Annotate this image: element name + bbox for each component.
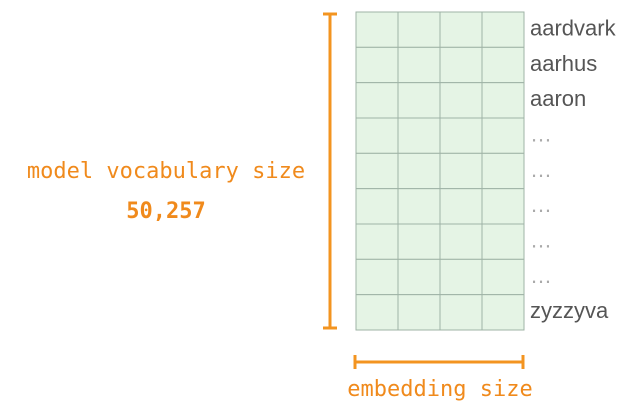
matrix-cell	[439, 188, 483, 225]
matrix-cell	[481, 152, 525, 190]
matrix-cell	[355, 117, 399, 154]
word: zyzzyva	[530, 298, 609, 323]
matrix-cell	[481, 46, 525, 84]
matrix-cell	[397, 294, 441, 331]
matrix-cell	[355, 46, 399, 84]
matrix-cell	[355, 152, 399, 190]
matrix-cell	[481, 294, 525, 331]
embedding-label: embedding size	[347, 377, 532, 402]
embedding-matrix	[355, 11, 525, 331]
matrix-cell	[481, 11, 525, 48]
word: …	[530, 227, 552, 252]
matrix-cell	[439, 11, 483, 48]
matrix-cell	[439, 82, 483, 119]
matrix-cell	[439, 223, 483, 260]
vocab-label: model vocabulary size	[27, 159, 305, 184]
matrix-cell	[481, 82, 525, 119]
matrix-cell	[355, 294, 399, 331]
matrix-cell	[397, 188, 441, 225]
matrix-cell	[355, 82, 399, 119]
matrix-cell	[397, 117, 441, 154]
matrix-cell	[481, 258, 525, 296]
word: …	[530, 157, 552, 182]
matrix-cell	[355, 188, 399, 225]
word: aarhus	[530, 51, 597, 76]
matrix-cell	[397, 223, 441, 260]
matrix-cell	[397, 82, 441, 119]
vocab-size: 50,257	[126, 199, 205, 224]
matrix-cell	[355, 258, 399, 296]
matrix-cell	[439, 46, 483, 84]
matrix-cell	[439, 117, 483, 154]
matrix-cell	[397, 258, 441, 296]
matrix-cell	[439, 294, 483, 331]
matrix-cell	[397, 46, 441, 84]
matrix-cell	[397, 152, 441, 190]
matrix-cell	[439, 258, 483, 296]
matrix-cell	[439, 152, 483, 190]
matrix-cell	[481, 117, 525, 154]
matrix-cell	[481, 223, 525, 260]
word: …	[530, 192, 552, 217]
word: aardvark	[530, 15, 617, 40]
vocab-bracket	[323, 12, 337, 330]
matrix-cell	[355, 11, 399, 48]
word: aaron	[530, 86, 586, 111]
word: …	[530, 121, 552, 146]
word-list: aardvark aarhus aaron … … … … … zyzzyva	[530, 15, 617, 323]
matrix-cell	[397, 11, 441, 48]
embedding-bracket	[353, 355, 525, 369]
matrix-cell	[481, 188, 525, 225]
word: …	[530, 263, 552, 288]
matrix-cell	[355, 223, 399, 260]
